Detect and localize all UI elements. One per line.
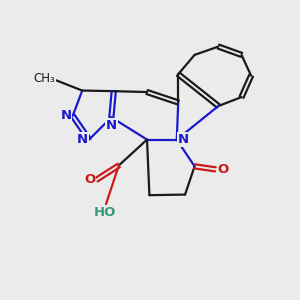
- Text: N: N: [106, 119, 117, 132]
- Text: N: N: [77, 133, 88, 146]
- Text: O: O: [217, 163, 228, 176]
- Text: CH₃: CH₃: [34, 72, 56, 85]
- Text: O: O: [84, 173, 96, 186]
- Text: N: N: [61, 109, 72, 122]
- Text: N: N: [178, 133, 189, 146]
- Text: HO: HO: [93, 206, 116, 219]
